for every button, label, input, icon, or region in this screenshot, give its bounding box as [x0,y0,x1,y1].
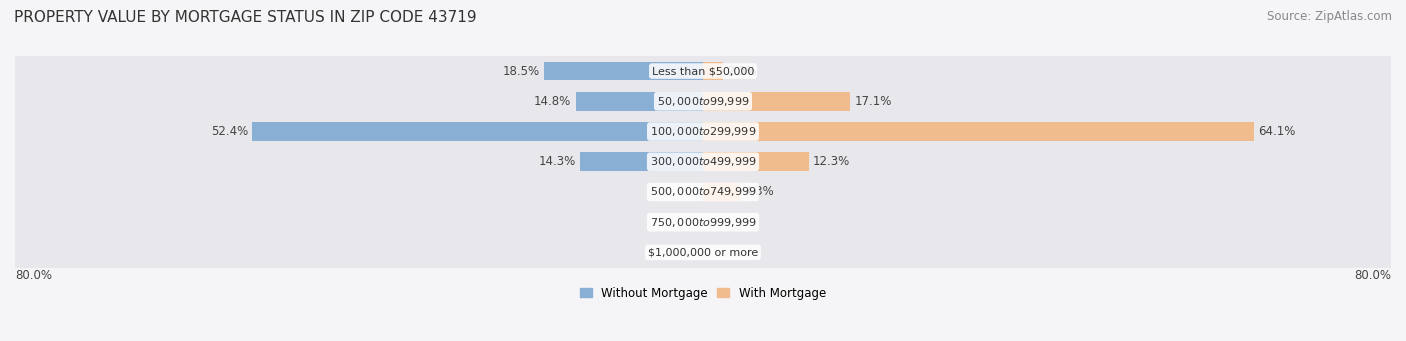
Bar [252,122,703,141]
Text: 2.3%: 2.3% [727,64,756,77]
Text: PROPERTY VALUE BY MORTGAGE STATUS IN ZIP CODE 43719: PROPERTY VALUE BY MORTGAGE STATUS IN ZIP… [14,10,477,25]
Text: Less than $50,000: Less than $50,000 [652,66,754,76]
Text: 17.1%: 17.1% [855,95,891,108]
Text: 14.8%: 14.8% [534,95,571,108]
Bar [703,183,740,202]
Text: $500,000 to $749,999: $500,000 to $749,999 [650,186,756,198]
Bar [15,86,1391,116]
Bar [703,152,808,171]
Bar [15,56,1391,86]
Text: 80.0%: 80.0% [1354,269,1391,282]
Bar [575,92,703,110]
Text: 4.3%: 4.3% [744,186,775,198]
Text: 14.3%: 14.3% [538,155,575,168]
Legend: Without Mortgage, With Mortgage: Without Mortgage, With Mortgage [581,287,825,300]
Bar [544,62,703,80]
Text: $100,000 to $299,999: $100,000 to $299,999 [650,125,756,138]
Bar [581,152,703,171]
Text: 18.5%: 18.5% [502,64,540,77]
Bar [703,62,723,80]
Text: Source: ZipAtlas.com: Source: ZipAtlas.com [1267,10,1392,23]
Text: $1,000,000 or more: $1,000,000 or more [648,248,758,257]
Bar [703,92,851,110]
Text: $300,000 to $499,999: $300,000 to $499,999 [650,155,756,168]
Bar [15,177,1391,207]
Bar [15,116,1391,147]
Bar [15,147,1391,177]
Bar [703,122,1254,141]
Text: $750,000 to $999,999: $750,000 to $999,999 [650,216,756,229]
Text: $50,000 to $99,999: $50,000 to $99,999 [657,95,749,108]
Bar [15,207,1391,237]
Text: 52.4%: 52.4% [211,125,247,138]
Text: 80.0%: 80.0% [15,269,52,282]
Text: 64.1%: 64.1% [1258,125,1296,138]
Bar [15,237,1391,268]
Text: 12.3%: 12.3% [813,155,851,168]
